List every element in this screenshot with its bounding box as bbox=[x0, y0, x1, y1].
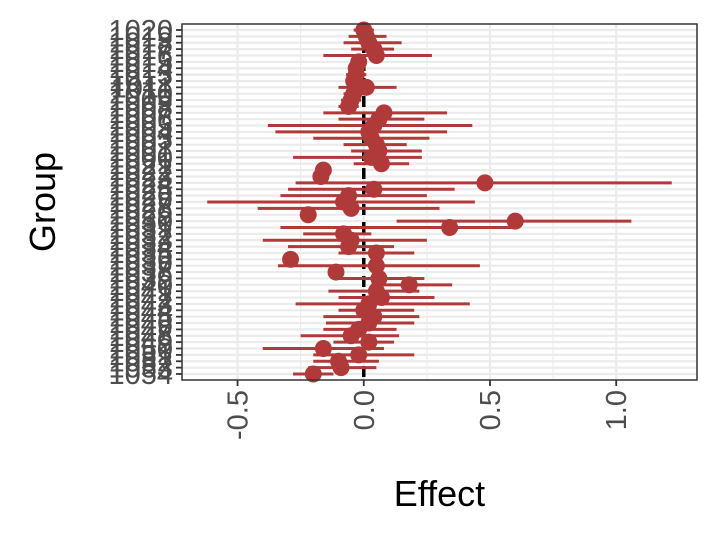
point-1054 bbox=[304, 365, 322, 383]
point-1016 bbox=[367, 46, 385, 64]
point-1030 bbox=[506, 212, 524, 230]
point-1040 bbox=[400, 276, 418, 294]
point-layer bbox=[282, 21, 524, 383]
point-1039 bbox=[370, 269, 388, 287]
point-1049 bbox=[360, 333, 378, 351]
y-tick-label-1019: 1019 bbox=[108, 21, 173, 53]
y-tick-label-1026: 1026 bbox=[108, 181, 173, 213]
y-tick-label-1038: 1038 bbox=[108, 257, 173, 289]
y-tick-label-1041: 1041 bbox=[108, 276, 173, 308]
x-tick-layer: -0.5 0.0 0.5 1.0 bbox=[223, 380, 633, 440]
y-tick-label-1005: 1005 bbox=[108, 111, 173, 143]
y-tick-label-1035: 1035 bbox=[108, 238, 173, 270]
point-1025 bbox=[365, 180, 383, 198]
point-1011 bbox=[357, 78, 375, 96]
y-tick-label-1054: 1054 bbox=[108, 359, 173, 391]
x-axis-title: Effect bbox=[394, 473, 485, 514]
y-tick-label-1043: 1043 bbox=[108, 289, 173, 321]
y-tick-label-1011: 1011 bbox=[111, 72, 173, 104]
point-1024 bbox=[476, 174, 494, 192]
x-tick-label-3: 1.0 bbox=[601, 390, 633, 430]
y-tick-label-1020: 1020 bbox=[108, 15, 173, 47]
y-tick-label-1046: 1046 bbox=[108, 308, 173, 340]
y-tick-label-1030: 1030 bbox=[108, 206, 173, 238]
y-tick-label-1015: 1015 bbox=[108, 47, 173, 79]
y-tick-label-1009: 1009 bbox=[108, 85, 173, 117]
y-tick-label-1023: 1023 bbox=[108, 162, 173, 194]
point-1053 bbox=[332, 359, 350, 377]
point-1051 bbox=[350, 346, 368, 364]
y-tick-label-1010: 1010 bbox=[108, 79, 173, 111]
x-tick-label-1: 0.0 bbox=[349, 390, 381, 430]
y-tick-label-1028: 1028 bbox=[108, 193, 173, 225]
point-1021 bbox=[372, 155, 390, 173]
y-tick-label-1002: 1002 bbox=[108, 130, 173, 162]
point-1034 bbox=[340, 238, 358, 256]
y-tick-label-1047: 1047 bbox=[108, 314, 173, 346]
y-tick-label-1001: 1001 bbox=[108, 136, 173, 168]
y-tick-label-1049: 1049 bbox=[108, 327, 173, 359]
y-tick-label-1037: 1037 bbox=[108, 251, 173, 283]
y-tick-label-1006: 1006 bbox=[108, 104, 173, 136]
y-tick-label-1021: 1021 bbox=[108, 149, 173, 181]
y-tick-label-1017: 1017 bbox=[108, 34, 173, 66]
point-1050 bbox=[314, 340, 332, 358]
y-tick-label-1000: 1000 bbox=[108, 142, 173, 174]
point-1031 bbox=[441, 218, 459, 236]
y-tick-label-1053: 1053 bbox=[108, 353, 173, 385]
y-tick-label-1029: 1029 bbox=[108, 200, 173, 232]
y-tick-label-1050: 1050 bbox=[108, 334, 173, 366]
y-tick-label-1024: 1024 bbox=[108, 168, 173, 200]
point-1023 bbox=[312, 168, 330, 186]
y-tick-label-1040: 1040 bbox=[108, 270, 173, 302]
y-tick-label-1032: 1032 bbox=[108, 219, 173, 251]
y-tick-label-1027: 1027 bbox=[108, 187, 173, 219]
point-1028 bbox=[342, 199, 360, 217]
y-tick-label-1025: 1025 bbox=[108, 174, 173, 206]
y-tick-label-1044: 1044 bbox=[108, 295, 173, 327]
point-1037 bbox=[367, 257, 385, 275]
y-tick-label-1003: 1003 bbox=[108, 123, 173, 155]
y-tick-label-1052: 1052 bbox=[108, 346, 173, 378]
point-1038 bbox=[327, 263, 345, 281]
y-tick-label-1008: 1008 bbox=[108, 91, 173, 123]
point-1029 bbox=[299, 206, 317, 224]
y-tick-label-1033: 1033 bbox=[108, 225, 173, 257]
y-tick-label-1012: 1012 bbox=[108, 66, 173, 98]
point-1008 bbox=[340, 97, 358, 115]
y-tick-label-1018: 1018 bbox=[108, 28, 173, 60]
y-tick-label-1031: 1031 bbox=[108, 212, 173, 244]
y-tick-label-1016: 1016 bbox=[108, 40, 173, 72]
y-tick-label-1007: 1007 bbox=[108, 98, 173, 130]
y-tick-label-1036: 1036 bbox=[108, 244, 173, 276]
y-tick-label-1051: 1051 bbox=[108, 340, 173, 372]
point-1036 bbox=[282, 250, 300, 268]
point-1042 bbox=[372, 289, 390, 307]
x-tick-label-2: 0.5 bbox=[475, 390, 507, 430]
y-tick-label-1013: 1013 bbox=[108, 60, 173, 92]
point-1035 bbox=[367, 244, 385, 262]
y-tick-layer: 1020101910181017101610151014101310121011… bbox=[108, 15, 182, 391]
y-tick-label-1039: 1039 bbox=[108, 263, 173, 295]
x-tick-label-0: -0.5 bbox=[223, 390, 255, 440]
y-tick-label-1045: 1045 bbox=[108, 302, 173, 334]
y-axis-title: Group bbox=[22, 152, 63, 252]
y-tick-label-1022: 1022 bbox=[108, 155, 173, 187]
y-tick-label-1014: 1014 bbox=[108, 53, 173, 85]
y-tick-label-1034: 1034 bbox=[108, 232, 173, 264]
y-tick-label-1004: 1004 bbox=[108, 117, 173, 149]
point-1048 bbox=[342, 327, 360, 345]
y-tick-label-1042: 1042 bbox=[108, 283, 173, 315]
point-1012 bbox=[345, 72, 363, 90]
y-tick-label-1048: 1048 bbox=[108, 321, 173, 353]
